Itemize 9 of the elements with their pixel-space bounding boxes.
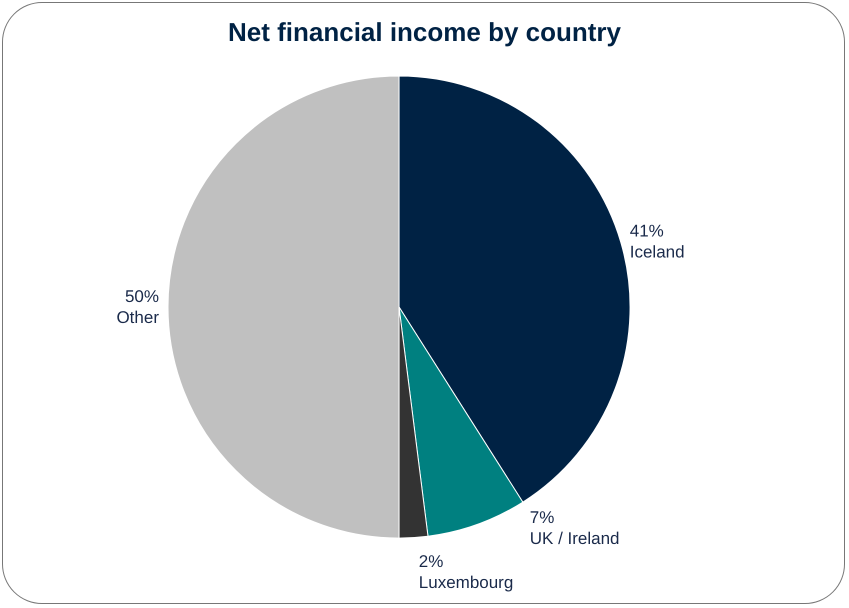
slice-label: Other	[116, 308, 160, 328]
data-label: 7%	[530, 508, 554, 528]
slice-label: Luxembourg	[418, 573, 514, 592]
slice-label: UK / Ireland	[530, 529, 620, 548]
data-label: 41%	[630, 221, 664, 240]
data-label: 2%	[418, 552, 444, 572]
slice-label: Iceland	[630, 242, 685, 262]
chart-title: Net financial income by country	[228, 17, 622, 47]
data-label: 50%	[124, 287, 159, 306]
